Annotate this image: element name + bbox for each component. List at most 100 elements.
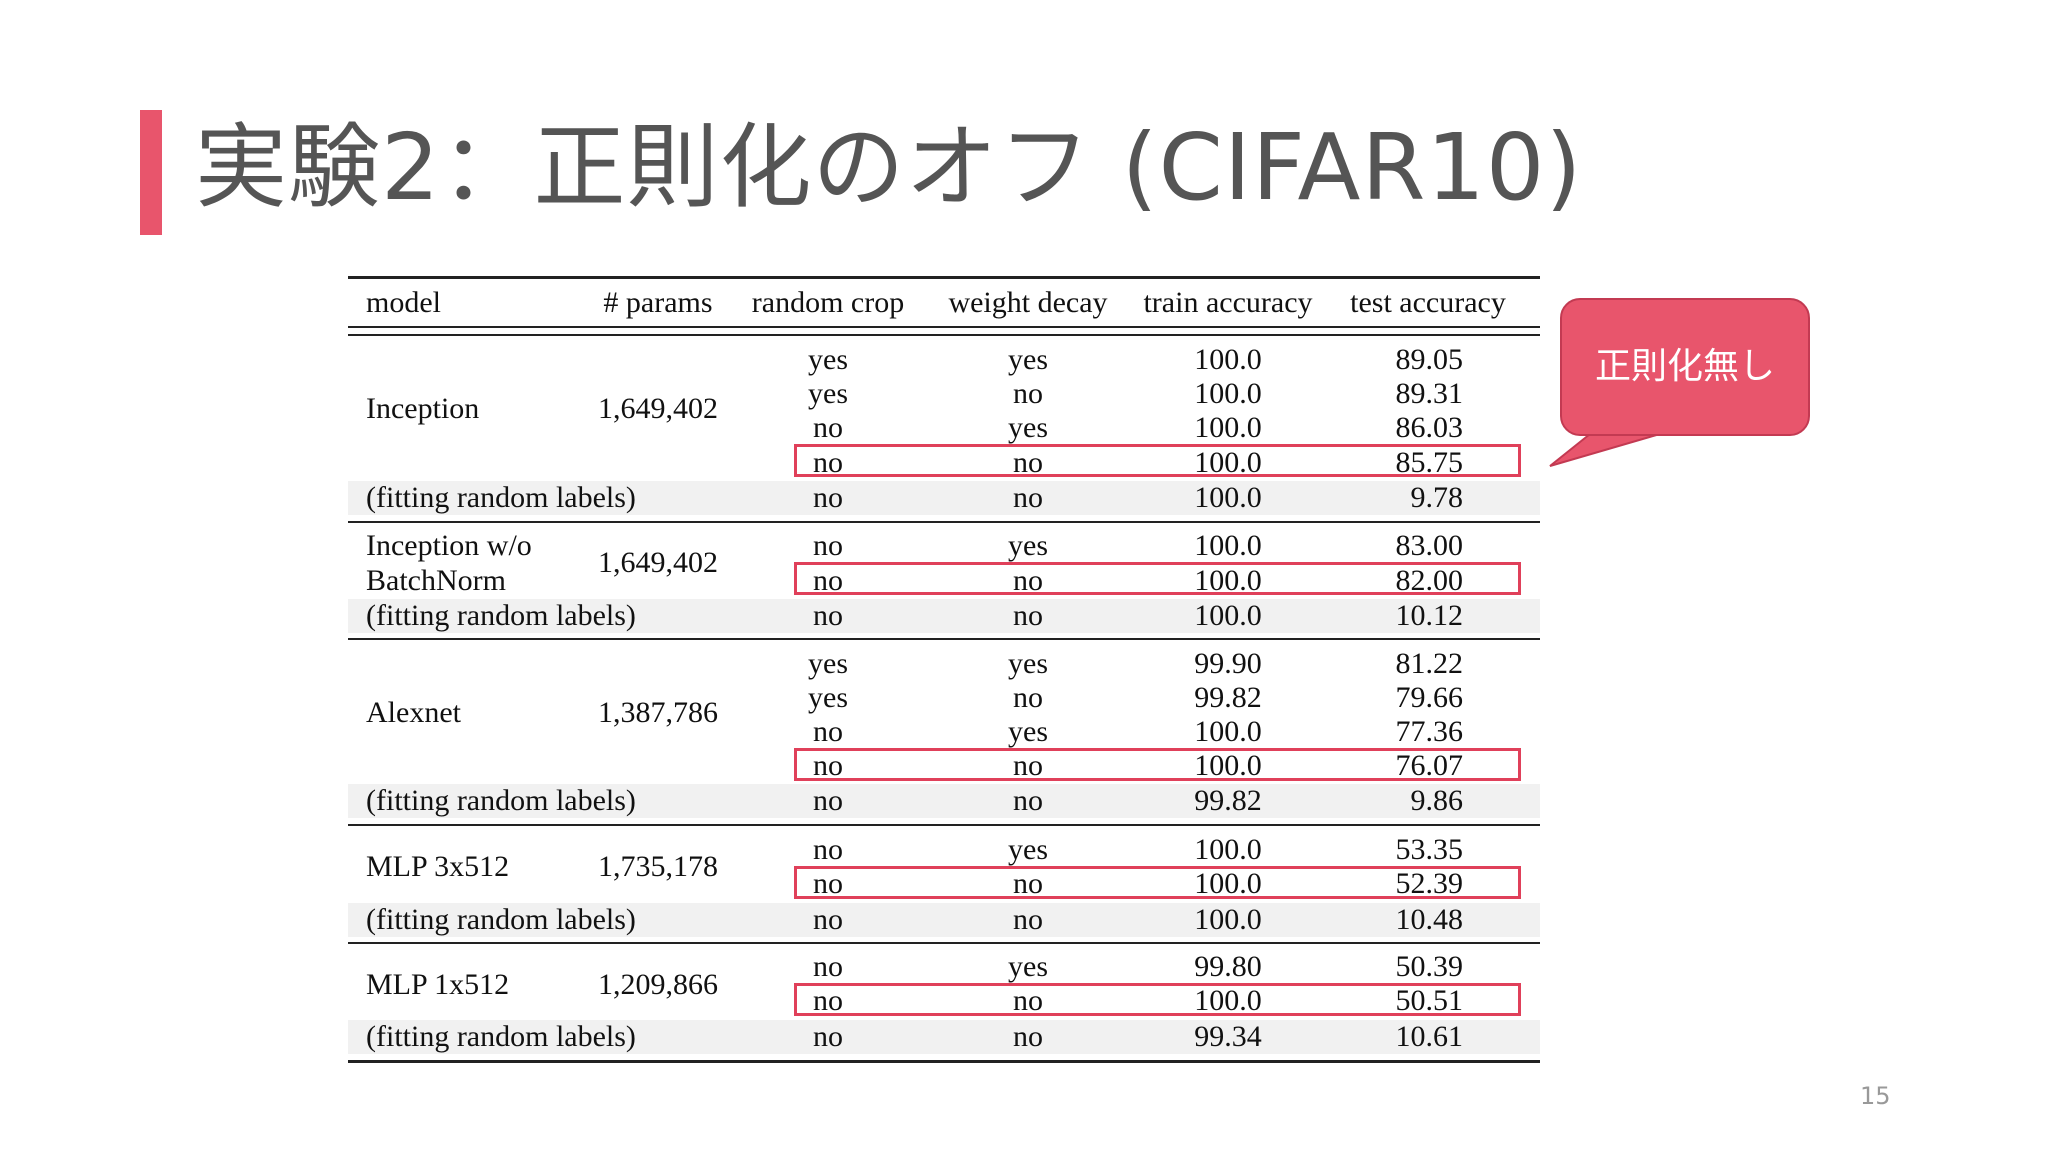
param-count: 1,209,866: [598, 968, 718, 1001]
random-labels-label: (fitting random labels): [366, 784, 636, 817]
header-rule-2: [348, 334, 1540, 336]
cell-test-accuracy: 82.00: [1395, 564, 1464, 597]
cell-random-crop: no: [813, 481, 843, 514]
cell-train-accuracy: 99.82: [1194, 681, 1262, 714]
cell-train-accuracy: 100.0: [1194, 984, 1262, 1017]
cell-test-accuracy: 89.05: [1395, 343, 1464, 376]
cell-train-accuracy: 100.0: [1194, 867, 1262, 900]
cell-test-accuracy: 10.61: [1395, 1020, 1464, 1053]
cell-train-accuracy: 100.0: [1194, 564, 1262, 597]
cell-train-accuracy: 100.0: [1194, 833, 1262, 866]
cell-weight-decay: no: [1013, 564, 1043, 597]
group-rule: [348, 942, 1540, 944]
no-regularization-highlight: [794, 866, 1521, 899]
cell-weight-decay: yes: [1008, 411, 1048, 444]
cell-test-accuracy: 10.12: [1395, 599, 1464, 632]
cell-test-accuracy: 79.66: [1395, 681, 1464, 714]
cell-train-accuracy: 99.90: [1194, 647, 1262, 680]
cell-test-accuracy: 50.51: [1395, 984, 1464, 1017]
cell-test-accuracy: 9.86: [1410, 784, 1464, 817]
header-model: model: [366, 286, 441, 319]
cell-weight-decay: no: [1013, 784, 1043, 817]
no-regularization-highlight: [794, 983, 1521, 1016]
cell-weight-decay: no: [1013, 903, 1043, 936]
model-name: Alexnet: [366, 696, 461, 729]
cell-random-crop: yes: [808, 343, 848, 376]
cell-train-accuracy: 100.0: [1194, 446, 1262, 479]
cell-train-accuracy: 100.0: [1194, 715, 1262, 748]
random-labels-label: (fitting random labels): [366, 481, 636, 514]
no-regularization-highlight: [794, 748, 1521, 781]
cell-random-crop: no: [813, 446, 843, 479]
cell-test-accuracy: 9.78: [1410, 481, 1464, 514]
model-name-line1: Inception w/o: [366, 529, 532, 562]
cell-test-accuracy: 77.36: [1395, 715, 1464, 748]
random-row-shade: [348, 481, 1540, 515]
cell-train-accuracy: 100.0: [1194, 749, 1262, 782]
no-regularization-highlight: [794, 562, 1521, 595]
cell-test-accuracy: 76.07: [1395, 749, 1464, 782]
cell-weight-decay: no: [1013, 984, 1043, 1017]
model-name-line2: BatchNorm: [366, 564, 506, 597]
cell-random-crop: no: [813, 564, 843, 597]
param-count: 1,735,178: [598, 850, 718, 883]
no-regularization-callout: 正則化無し: [1560, 298, 1810, 436]
cell-train-accuracy: 100.0: [1194, 529, 1262, 562]
cell-random-crop: yes: [808, 647, 848, 680]
cell-train-accuracy: 100.0: [1194, 903, 1262, 936]
cell-weight-decay: yes: [1008, 529, 1048, 562]
cell-weight-decay: yes: [1008, 343, 1048, 376]
cell-weight-decay: yes: [1008, 715, 1048, 748]
cell-weight-decay: no: [1013, 377, 1043, 410]
slide-title: 実験2：正則化のオフ (CIFAR10): [195, 114, 1583, 221]
model-name: Inception: [366, 392, 480, 425]
cell-test-accuracy: 50.39: [1395, 950, 1464, 983]
group-rule: [348, 521, 1540, 523]
results-table: model # params random crop weight decay …: [348, 276, 1540, 1066]
random-labels-label: (fitting random labels): [366, 903, 636, 936]
cell-test-accuracy: 89.31: [1395, 377, 1464, 410]
table-top-rule: [348, 276, 1540, 279]
cell-train-accuracy: 99.80: [1194, 950, 1262, 983]
page-number: 15: [1860, 1082, 1891, 1110]
cell-weight-decay: no: [1013, 867, 1043, 900]
model-name: MLP 3x512: [366, 850, 510, 883]
random-labels-label: (fitting random labels): [366, 599, 636, 632]
cell-test-accuracy: 83.00: [1395, 529, 1464, 562]
header-random-crop: random crop: [751, 286, 905, 319]
cell-random-crop: no: [813, 749, 843, 782]
cell-random-crop: no: [813, 715, 843, 748]
cell-train-accuracy: 100.0: [1194, 377, 1262, 410]
random-row-shade: [348, 1020, 1540, 1054]
param-count: 1,387,786: [598, 696, 718, 729]
group-rule: [348, 638, 1540, 640]
title-accent-bar: [140, 110, 162, 235]
cell-test-accuracy: 81.22: [1395, 647, 1464, 680]
header-rule-1: [348, 326, 1540, 328]
cell-weight-decay: no: [1013, 749, 1043, 782]
cell-random-crop: no: [813, 950, 843, 983]
cell-weight-decay: no: [1013, 481, 1043, 514]
no-regularization-highlight: [794, 444, 1521, 477]
cell-train-accuracy: 100.0: [1194, 481, 1262, 514]
cell-random-crop: no: [813, 599, 843, 632]
group-rule: [348, 824, 1540, 826]
cell-weight-decay: no: [1013, 446, 1043, 479]
cell-weight-decay: yes: [1008, 647, 1048, 680]
header-params: # params: [603, 286, 713, 319]
param-count: 1,649,402: [598, 392, 718, 425]
cell-test-accuracy: 86.03: [1395, 411, 1464, 444]
cell-random-crop: no: [813, 903, 843, 936]
cell-weight-decay: no: [1013, 1020, 1043, 1053]
cell-random-crop: yes: [808, 681, 848, 714]
cell-train-accuracy: 100.0: [1194, 411, 1262, 444]
header-weight-decay: weight decay: [948, 286, 1108, 319]
random-row-shade: [348, 784, 1540, 818]
cell-random-crop: no: [813, 411, 843, 444]
cell-test-accuracy: 10.48: [1395, 903, 1464, 936]
cell-train-accuracy: 99.82: [1194, 784, 1262, 817]
cell-test-accuracy: 52.39: [1395, 867, 1464, 900]
cell-random-crop: no: [813, 867, 843, 900]
cell-random-crop: no: [813, 833, 843, 866]
cell-random-crop: no: [813, 1020, 843, 1053]
